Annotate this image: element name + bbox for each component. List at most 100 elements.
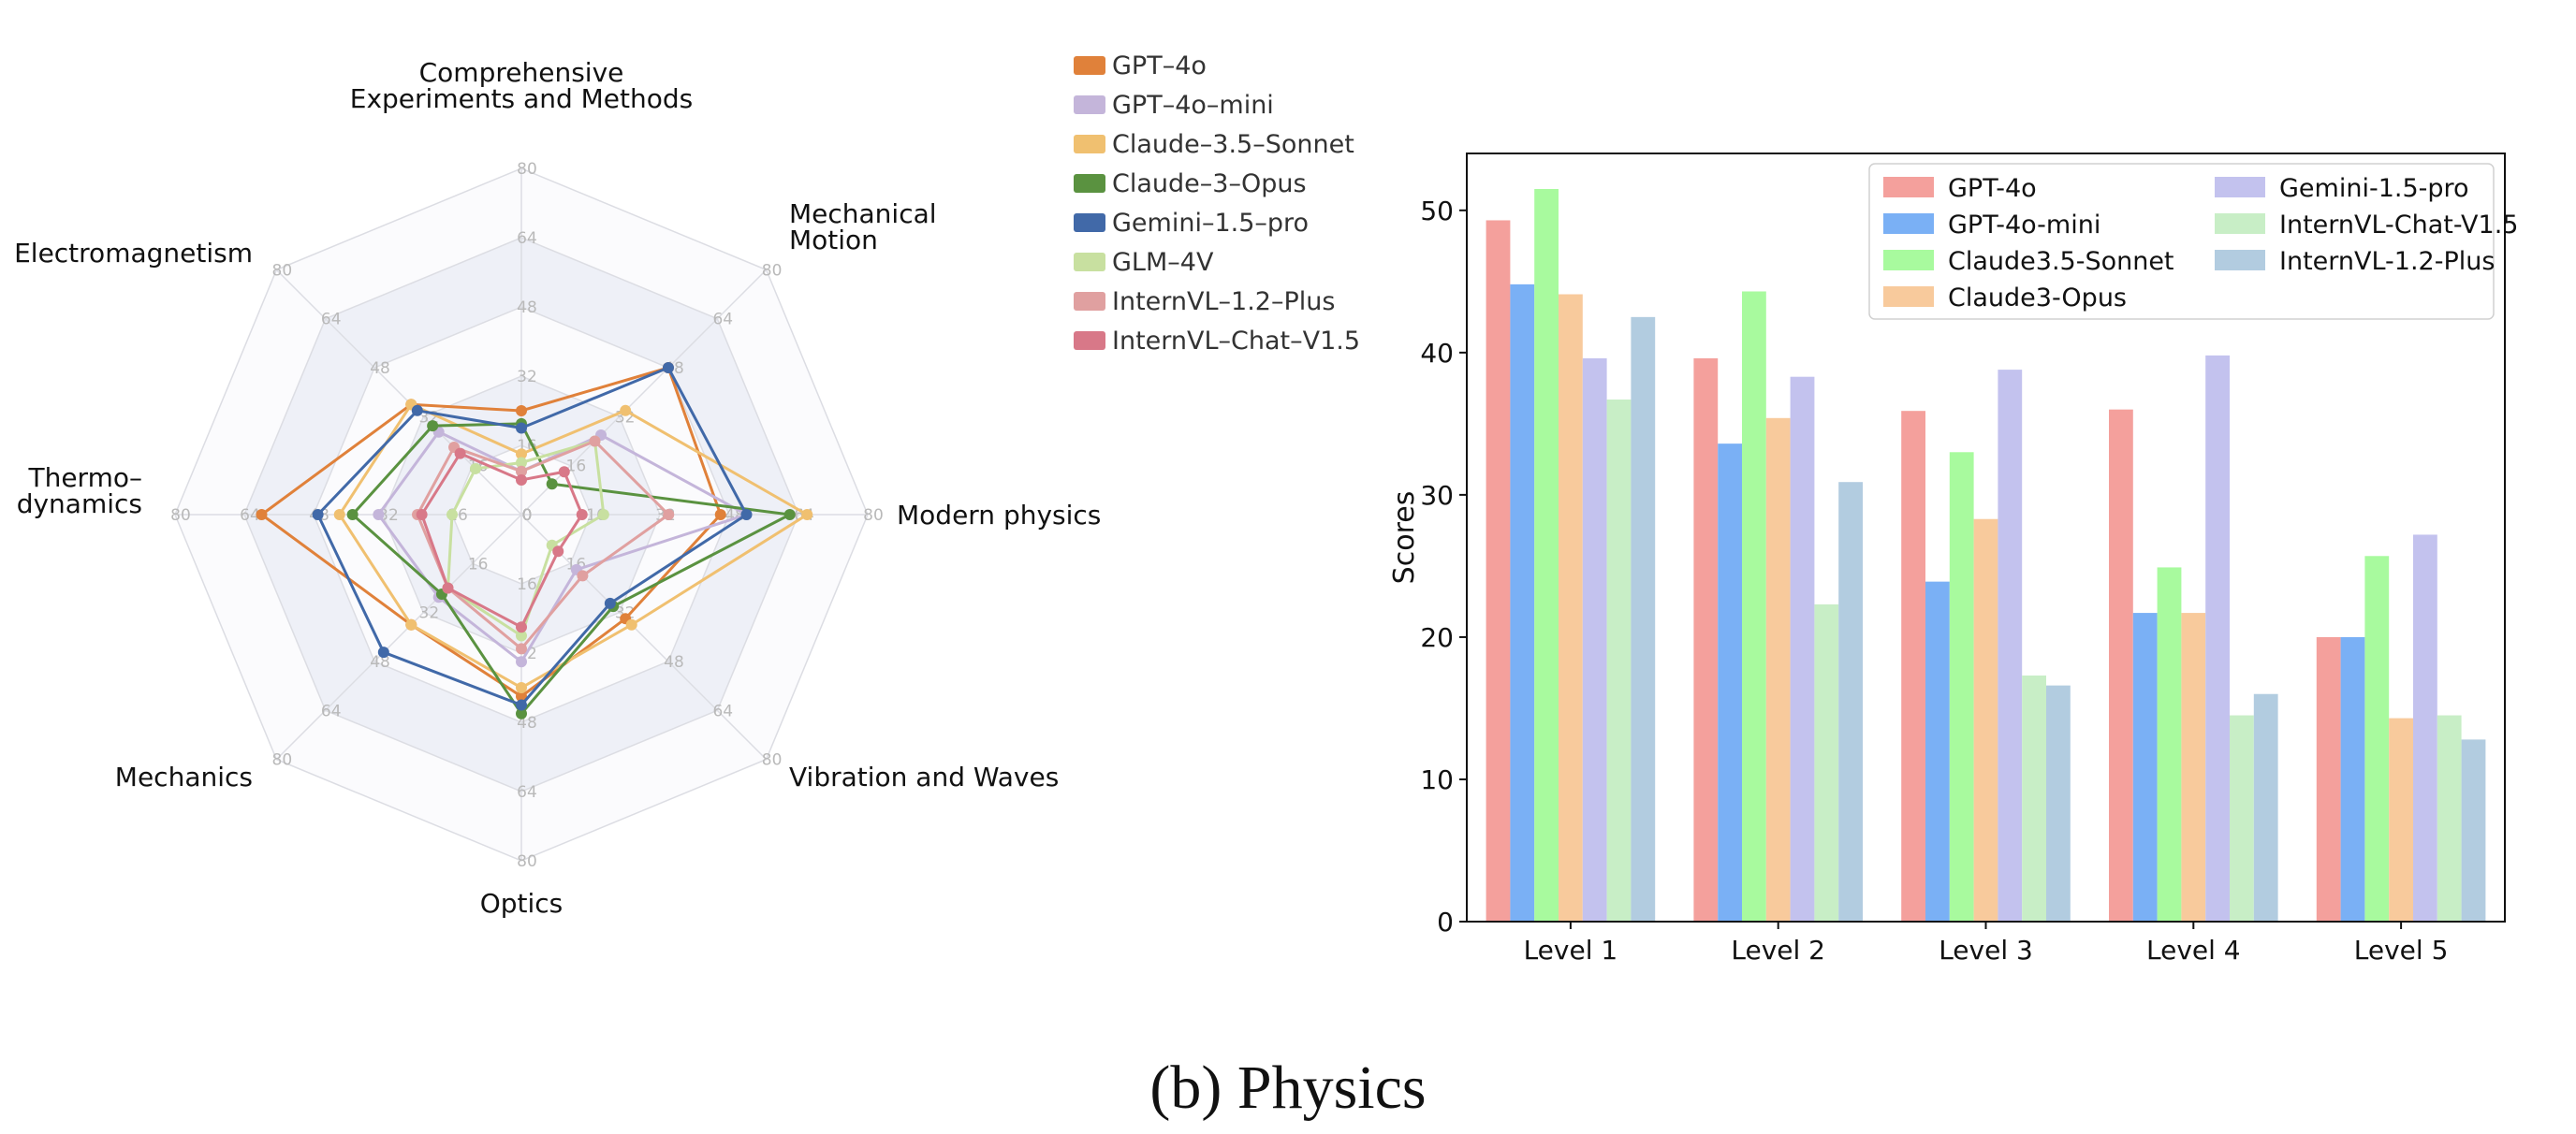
- legend-label: InternVL-Chat-V1.5: [2279, 211, 2518, 240]
- radar-point: [516, 630, 527, 642]
- radar-point: [577, 570, 589, 582]
- radar-tick-label: 64: [517, 783, 537, 802]
- bar-claude3-5-sonnet-level-1: [1534, 189, 1559, 922]
- bar-gemini-1-5-pro-level-5: [2413, 534, 2437, 922]
- bar-legend-item-gpt-4o: GPT-4o: [1883, 174, 2037, 203]
- radar-point: [516, 457, 527, 469]
- bar-gpt-4o-mini-level-1: [1510, 284, 1535, 922]
- radar-legend-item-glm-4v: GLM–4V: [1074, 248, 1214, 277]
- radar-point: [377, 647, 389, 659]
- bar-internvl-chat-v1-5-level-5: [2437, 715, 2462, 922]
- bar-series-gemini-1-5-pro: [1582, 355, 2437, 923]
- radar-tick-label: 64: [712, 311, 733, 329]
- bar-gpt-4o-mini-level-4: [2132, 613, 2158, 922]
- bar-gpt-4o-level-3: [1901, 411, 1925, 923]
- bar-legend-item-claude3-opus: Claude3-Opus: [1883, 284, 2127, 313]
- bar-claude3-opus-level-2: [1765, 417, 1791, 922]
- radar-point: [546, 478, 558, 490]
- bar-claude3-opus-level-1: [1559, 294, 1583, 922]
- bar-gpt-4o-mini-level-2: [1718, 443, 1742, 922]
- radar-series-internvl-chat-v1-5: [416, 447, 588, 633]
- radar-axis-label-mechanical-motion: Mechanical Motion: [789, 198, 937, 255]
- bar-internvl-1-2-plus-level-3: [2046, 685, 2071, 922]
- legend-swatch: [1074, 135, 1105, 153]
- legend-label: GPT-4o-mini: [1948, 211, 2100, 240]
- radar-tick-label: 0: [522, 506, 533, 525]
- legend-label: GPT–4o: [1112, 51, 1207, 80]
- radar-tick-label: 0: [522, 506, 533, 525]
- bar-gemini-1-5-pro-level-2: [1790, 376, 1815, 923]
- radar-point: [625, 618, 637, 631]
- radar-tick-label: 80: [762, 261, 783, 280]
- legend-label: InternVL–Chat–V1.5: [1112, 327, 1360, 356]
- bar-gemini-1-5-pro-level-3: [1998, 370, 2023, 922]
- radar-tick-label: 48: [517, 298, 537, 317]
- radar-tick-label: 16: [468, 555, 489, 574]
- legend-label: Claude3-Opus: [1948, 284, 2127, 313]
- radar-point: [589, 435, 601, 447]
- radar-axis-label-electromagnetism: Electromagnetism: [14, 238, 253, 269]
- x-tick-label-level-4: Level 4: [2146, 935, 2241, 966]
- radar-point: [516, 422, 527, 434]
- legend-swatch: [1074, 213, 1105, 232]
- radar-point: [442, 582, 454, 594]
- legend-swatch: [2215, 177, 2265, 197]
- y-axis-label: Scores: [1388, 491, 1421, 585]
- radar-point: [558, 466, 570, 478]
- x-tick-label-level-5: Level 5: [2354, 935, 2449, 966]
- radar-tick-label: 80: [272, 261, 293, 280]
- bar-series-group: [1486, 189, 2486, 923]
- radar-tick-label: 64: [240, 506, 260, 525]
- bar-legend: GPT-4o GPT-4o-mini Claude3.5-Sonnet Claude3…: [1868, 163, 2518, 320]
- bar-internvl-chat-v1-5-level-2: [1814, 603, 1839, 922]
- radar-point: [516, 621, 527, 633]
- radar-point: [714, 509, 726, 520]
- radar-tick-label: 0: [522, 506, 533, 525]
- legend-swatch: [1074, 174, 1105, 193]
- radar-point: [373, 509, 385, 520]
- radar-tick-label: 64: [517, 229, 537, 248]
- radar-point: [469, 462, 481, 474]
- bar-series-internvl-1-2-plus: [1631, 316, 2486, 922]
- radar-tick-label: 16: [566, 458, 587, 476]
- bar-series-claude3-5-sonnet: [1534, 189, 2390, 922]
- legend-swatch: [1074, 253, 1105, 271]
- legend-swatch: [2215, 213, 2265, 234]
- radar-tick-label: 32: [517, 368, 537, 386]
- x-tick-label-level-2: Level 2: [1731, 935, 1825, 966]
- radar-point: [516, 656, 527, 668]
- radar-point: [446, 509, 458, 520]
- radar-tick-label: 64: [321, 702, 342, 720]
- legend-swatch: [1883, 250, 1934, 270]
- radar-point: [516, 682, 527, 693]
- radar-point: [662, 362, 674, 374]
- radar-point: [516, 405, 527, 416]
- bar-series-gpt-4o-mini: [1510, 284, 2365, 922]
- y-tick-label: 20: [1420, 622, 1454, 653]
- radar-spoke-mechanics: [275, 514, 522, 761]
- legend-label: Claude–3–Opus: [1112, 169, 1307, 198]
- bar-internvl-chat-v1-5-level-3: [2022, 675, 2046, 922]
- legend-swatch: [1883, 177, 1934, 197]
- y-tick-label: 40: [1420, 338, 1454, 369]
- radar-point: [801, 509, 813, 520]
- radar-axis-label-mechanics: Mechanics: [115, 762, 253, 792]
- bar-claude3-opus-level-5: [2389, 718, 2413, 922]
- radar-axis-label-thermo-dynamics: Thermo– dynamics: [17, 462, 142, 519]
- bar-legend-frame: [1868, 163, 2495, 320]
- legend-label: Claude–3.5–Sonnet: [1112, 130, 1354, 159]
- y-tick-label: 30: [1420, 480, 1454, 511]
- legend-swatch: [1883, 286, 1934, 307]
- legend-label: Claude3.5-Sonnet: [1948, 247, 2174, 276]
- radar-tick-label: 32: [419, 604, 440, 623]
- radar-tick-label: 0: [522, 506, 533, 525]
- radar-series-group: [256, 362, 813, 720]
- radar-point: [346, 509, 359, 520]
- bar-axes: 0 10 20 30 40 50 Level 1 Level 2 Level 3 Level 4 L…: [1388, 153, 2506, 966]
- bar-legend-item-internvl-1-2-plus: InternVL-1.2-Plus: [2215, 247, 2495, 276]
- legend-label: GPT-4o: [1948, 174, 2037, 203]
- radar-point: [454, 447, 466, 459]
- bar-claude3-opus-level-4: [2181, 613, 2206, 922]
- bar-internvl-1-2-plus-level-2: [1838, 482, 1863, 922]
- legend-label: Gemini–1.5–pro: [1112, 209, 1309, 238]
